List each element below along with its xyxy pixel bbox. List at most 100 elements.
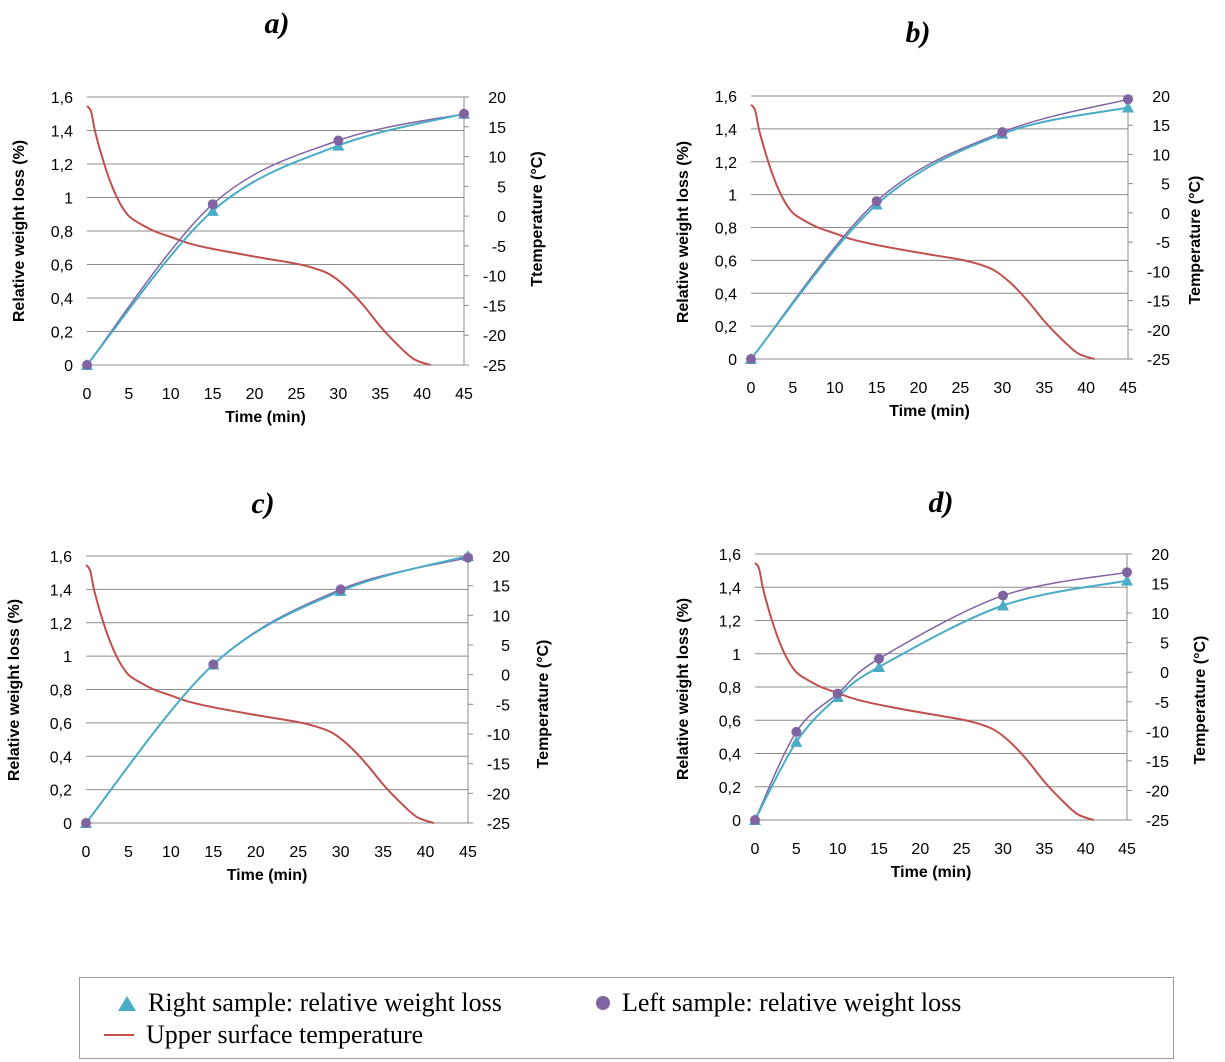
y2-tick-label: 15	[1151, 577, 1169, 594]
legend-item-left-sample: Left sample: relative weight loss	[596, 988, 961, 1018]
left-sample-point	[208, 659, 219, 670]
y-axis-title: Relative weight loss (%)	[675, 598, 692, 780]
y-tick-label: 0,4	[715, 286, 737, 303]
left-sample-point	[832, 688, 843, 699]
x-tick-label: 40	[1077, 841, 1095, 858]
y2-tick-label: -10	[483, 269, 506, 286]
panel-label: d)	[929, 486, 954, 519]
triangle-marker-icon	[118, 995, 136, 1011]
y-tick-label: 1,2	[719, 614, 741, 631]
y2-tick-label: -5	[496, 697, 510, 714]
y2-tick-label: 10	[488, 150, 506, 167]
y-tick-label: 1,4	[715, 122, 737, 139]
left-sample-curve	[750, 98, 1129, 360]
y-tick-label: 0,8	[715, 221, 737, 238]
y-tick-label: 1	[728, 188, 737, 205]
y2-tick-label: 20	[1151, 547, 1169, 564]
y2-tick-label: -5	[492, 239, 506, 256]
x-tick-label: 30	[332, 844, 350, 861]
y2-tick-label: -5	[1156, 235, 1170, 252]
y-tick-label: 0,6	[715, 253, 737, 270]
y2-tick-label: -20	[483, 328, 506, 345]
x-tick-label: 20	[247, 844, 265, 861]
legend-item-temperature: Upper surface temperature	[104, 1020, 423, 1050]
right-sample-point	[873, 661, 885, 673]
right-sample-point	[1122, 101, 1134, 113]
left-sample-point	[871, 196, 882, 207]
x-axis-title: Time (min)	[225, 409, 306, 426]
panel-label: b)	[906, 16, 931, 49]
left-sample-point	[82, 360, 92, 370]
y-tick-label: 1,2	[51, 157, 73, 174]
x-tick-label: 15	[870, 841, 888, 858]
y-tick-label: 0,4	[719, 747, 741, 764]
y2-tick-label: 10	[1152, 147, 1170, 164]
y2-tick-label: 20	[1152, 89, 1170, 106]
x-tick-label: 5	[124, 844, 133, 861]
y-tick-label: 1	[732, 647, 741, 664]
y-tick-label: 0,2	[719, 780, 741, 797]
y-tick-label: 0,2	[50, 783, 72, 800]
y-tick-label: 0	[63, 816, 72, 833]
y2-tick-label: 0	[497, 209, 506, 226]
y-tick-label: 1,6	[51, 90, 73, 107]
line-marker-icon	[104, 1034, 134, 1036]
y-tick-label: 0,4	[50, 749, 72, 766]
y-tick-label: 0,2	[715, 319, 737, 336]
right-sample-curve	[754, 579, 1128, 821]
left-sample-curve	[86, 113, 465, 366]
y-tick-label: 0,6	[719, 713, 741, 730]
y-tick-label: 1,6	[715, 89, 737, 106]
x-tick-label: 35	[1035, 841, 1053, 858]
left-sample-point	[1122, 567, 1132, 578]
panel-label: c)	[251, 487, 274, 520]
legend-label-temperature: Upper surface temperature	[146, 1020, 424, 1049]
x-axis-title: Time (min)	[891, 864, 972, 881]
y2-tick-label: 15	[492, 579, 510, 596]
y2-tick-label: -25	[1146, 813, 1169, 830]
x-tick-label: 25	[288, 386, 306, 403]
chart-panel-b: b) 0 0,2 0,4 0,6 0,8 1 1,2 1,4 1,6 -25 -20 -15 -10 -5 0…	[675, 16, 1204, 420]
y-tick-label: 0,4	[51, 291, 73, 308]
x-tick-label: 25	[952, 380, 970, 397]
temperature-curve	[754, 562, 1095, 821]
y2-tick-label: 0	[1160, 665, 1169, 682]
x-tick-label: 40	[417, 844, 435, 861]
x-tick-label: 35	[1035, 380, 1053, 397]
y2-tick-label: 10	[1151, 606, 1169, 623]
y-axis-title: Relative weight loss (%)	[675, 141, 692, 323]
left-sample-point	[463, 552, 473, 563]
y-tick-label: 0,8	[719, 680, 741, 697]
y-axis-title: Relative weight loss (%)	[11, 140, 28, 322]
left-sample-curve	[754, 571, 1128, 821]
y-tick-label: 1,2	[715, 155, 737, 172]
circle-marker-icon	[596, 996, 610, 1010]
y-tick-label: 0	[64, 358, 73, 375]
y-tick-label: 1,6	[50, 549, 72, 566]
y-tick-label: 1	[64, 191, 73, 208]
temperature-curve	[85, 564, 435, 824]
x-tick-label: 0	[83, 386, 92, 403]
y2-tick-label: -15	[483, 298, 506, 315]
right-sample-point	[206, 204, 219, 216]
y-tick-label: 1,4	[50, 582, 72, 599]
left-sample-point	[335, 584, 346, 595]
y2-tick-label: -25	[487, 816, 510, 833]
y2-tick-label: -10	[1146, 724, 1169, 741]
y2-tick-label: -25	[483, 358, 506, 375]
y2-tick-label: 0	[1161, 206, 1170, 223]
right-sample-curve	[750, 106, 1129, 360]
left-sample-curve	[85, 556, 469, 824]
chart-panel-c: c) 0 0,2 0,4 0,6 0,8 1 1,2 1,4 1,6 -25 -20 -15 -10 -5 0…	[6, 487, 552, 884]
y2-tick-label: 20	[492, 549, 510, 566]
legend-label-left-sample: Left sample: relative weight loss	[622, 988, 962, 1017]
y2-tick-label: -20	[1147, 323, 1170, 340]
x-tick-label: 25	[289, 844, 307, 861]
y-tick-label: 0,8	[51, 224, 73, 241]
y-tick-label: 1	[63, 649, 72, 666]
x-tick-label: 35	[374, 844, 392, 861]
temperature-curve	[750, 104, 1095, 360]
y2-tick-label: -15	[1147, 294, 1170, 311]
left-sample-point	[750, 815, 760, 825]
